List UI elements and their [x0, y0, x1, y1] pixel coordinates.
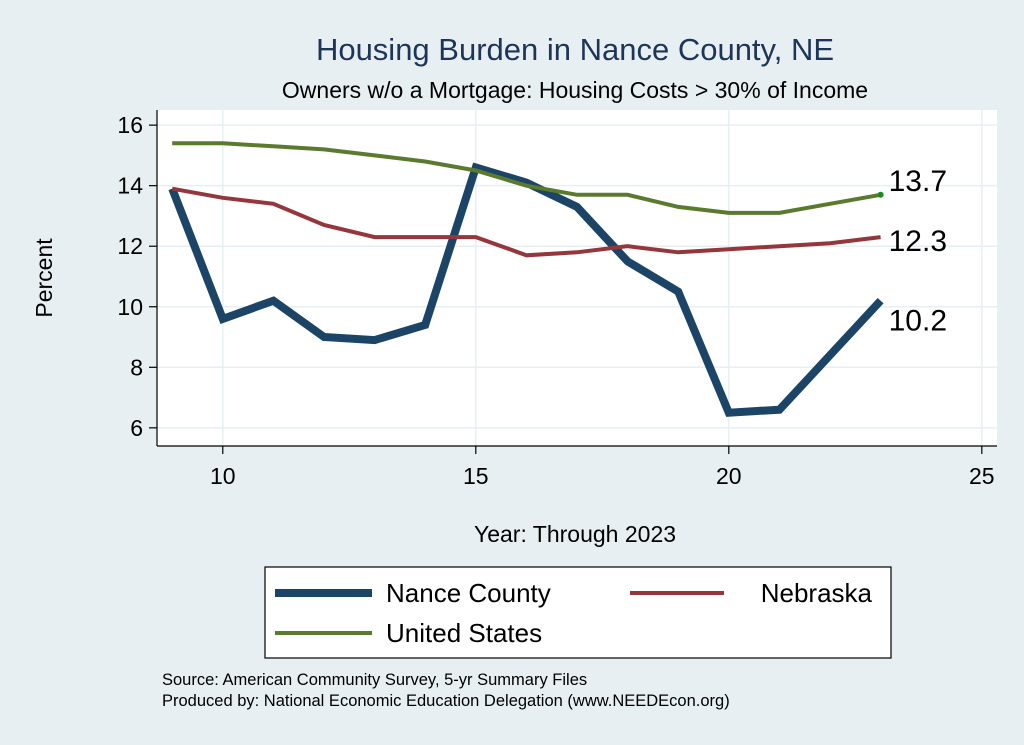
x-tick-label: 20: [716, 463, 742, 489]
y-tick-label: 12: [117, 233, 143, 259]
legend-label-nance-county: Nance County: [386, 578, 551, 608]
x-tick-label: 15: [463, 463, 489, 489]
end-label-nance-county: 10.2: [889, 305, 947, 338]
y-tick-label: 8: [130, 354, 143, 380]
series-line-united-states: [172, 141, 881, 215]
end-marker-united-states: [877, 191, 884, 198]
y-tick-label: 14: [117, 173, 143, 199]
series-line-nance-county: [168, 162, 884, 417]
x-tick-label: 10: [210, 463, 236, 489]
end-label-united-states: 13.7: [889, 165, 947, 198]
end-labels: 10.2 12.3 13.7: [889, 165, 947, 338]
series-lines: [168, 141, 884, 417]
chart-subtitle: Owners w/o a Mortgage: Housing Costs > 3…: [282, 77, 868, 103]
x-tick-label: 25: [969, 463, 995, 489]
x-axis-label: Year: Through 2023: [474, 521, 676, 547]
legend-box: [264, 566, 892, 659]
plot-area: [157, 110, 997, 446]
y-tick-label: 10: [117, 294, 143, 320]
gridlines: [157, 110, 997, 446]
legend-label-united-states: United States: [386, 618, 542, 648]
y-axis-label: Percent: [31, 238, 57, 318]
y-tick-label: 16: [117, 112, 143, 138]
end-label-nebraska: 12.3: [889, 225, 947, 258]
legend: Nance County Nebraska United States: [264, 566, 892, 659]
producer-note: Produced by: National Economic Education…: [162, 692, 730, 710]
axes: 6 8 10 12 14 16 10 15 20 25: [117, 110, 997, 489]
legend-label-nebraska: Nebraska: [761, 578, 873, 608]
chart-title: Housing Burden in Nance County, NE: [316, 32, 834, 67]
source-note: Source: American Community Survey, 5-yr …: [162, 671, 587, 689]
y-tick-label: 6: [130, 415, 143, 441]
